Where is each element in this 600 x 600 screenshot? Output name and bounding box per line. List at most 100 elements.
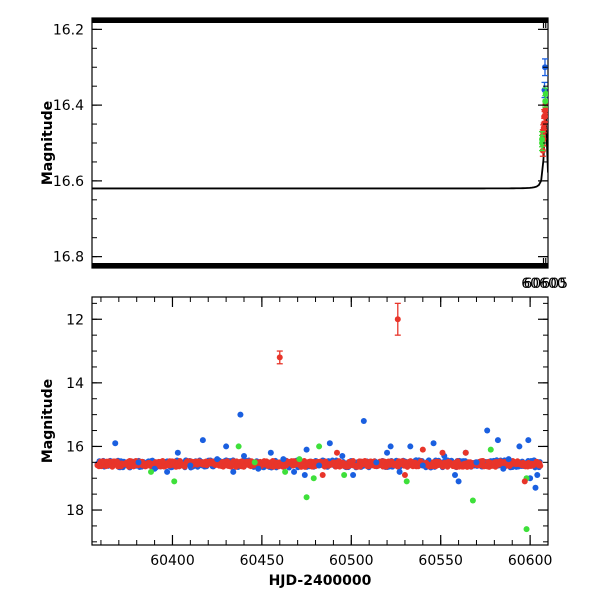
data-point [112, 440, 119, 447]
band-point-red [480, 458, 486, 464]
data-point [532, 484, 539, 491]
data-point [303, 446, 310, 453]
data-point [251, 459, 258, 466]
data-point [241, 452, 247, 459]
data-point [276, 354, 283, 361]
series-2 [539, 87, 548, 152]
data-point [419, 446, 426, 453]
data-point [469, 497, 476, 504]
data-point [135, 459, 142, 466]
data-point [237, 411, 244, 418]
y-tick-label: 12 [66, 312, 84, 328]
data-point [171, 478, 178, 485]
data-point [282, 468, 289, 475]
series-1 [148, 443, 530, 533]
data-point [462, 449, 469, 456]
model-curve [92, 111, 548, 190]
data-point [419, 462, 426, 469]
x-tick-label: 60600 [508, 553, 553, 569]
data-point [360, 418, 367, 424]
data-point [407, 443, 414, 450]
band-point-red [350, 457, 356, 464]
data-point [473, 459, 480, 466]
series-0 [112, 411, 541, 491]
y-axis-title: Magnitude [40, 101, 56, 185]
data-point [542, 90, 548, 97]
data-point [539, 140, 546, 146]
data-point [316, 443, 323, 450]
x-tick-label: 60605 [523, 276, 568, 292]
data-point [439, 449, 446, 456]
data-point [303, 494, 310, 501]
data-point [341, 472, 348, 479]
data-point [174, 449, 181, 456]
data-point [452, 472, 459, 479]
data-point [455, 478, 462, 485]
data-point [403, 478, 410, 485]
data-point [516, 443, 523, 450]
data-point [534, 472, 541, 479]
data-point [291, 468, 298, 475]
data-point [316, 462, 323, 469]
plot-area [94, 302, 544, 533]
data-point [214, 456, 221, 463]
data-point [373, 459, 380, 466]
plot-frame [91, 17, 549, 269]
y-tick-label: 16.8 [53, 250, 84, 266]
x-axis-title: HJD-2400000 [269, 573, 372, 589]
x-tick-label: 60600 [521, 276, 566, 292]
band-point-red [537, 462, 544, 469]
data-point [484, 427, 491, 434]
data-point [521, 478, 528, 485]
data-point [396, 468, 403, 475]
data-point [387, 443, 394, 450]
bottom-panel: 60400 60450 60500 60550 60600 12 14 16 18 Magnitu… [40, 296, 553, 589]
y-tick-label: 16.4 [53, 98, 84, 114]
data-point [310, 475, 317, 482]
data-point [540, 4, 546, 10]
data-point [280, 456, 287, 463]
data-point [187, 462, 194, 469]
y-tick-label: 16 [66, 439, 84, 455]
data-point [384, 449, 391, 456]
y-tick-label: 16.2 [53, 22, 84, 38]
x-tick-label: 60450 [240, 553, 285, 569]
x-tick-label: 60400 [150, 553, 195, 569]
data-point [525, 437, 532, 444]
dense-band [94, 457, 544, 471]
data-point [523, 526, 530, 533]
data-point [487, 446, 494, 453]
data-point [500, 465, 507, 472]
data-point [296, 456, 303, 463]
data-point [394, 316, 401, 323]
y-tick-label: 14 [66, 376, 84, 392]
data-point [255, 465, 262, 472]
x-tick-label: 60550 [418, 553, 463, 569]
data-point [350, 472, 357, 479]
data-point [301, 472, 308, 479]
data-point [505, 456, 512, 463]
data-point [148, 468, 155, 475]
data-point [223, 443, 230, 450]
data-point [267, 449, 274, 456]
data-point [333, 449, 340, 456]
data-point [235, 443, 242, 450]
y-tick-label: 18 [66, 503, 84, 519]
data-point [319, 472, 326, 479]
plot-frame [91, 296, 549, 546]
y-axis-title: Magnitude [40, 379, 56, 463]
data-point [494, 437, 501, 444]
data-point [164, 468, 171, 475]
plot-area [92, 4, 548, 190]
y-tick-label: 16.6 [53, 174, 84, 190]
data-point [230, 468, 237, 475]
data-point [326, 440, 333, 447]
x-tick-label: 60500 [329, 553, 374, 569]
data-point [401, 472, 408, 479]
series-2 [276, 302, 528, 485]
data-point [430, 440, 437, 447]
data-point [199, 437, 206, 444]
data-point [339, 452, 346, 459]
